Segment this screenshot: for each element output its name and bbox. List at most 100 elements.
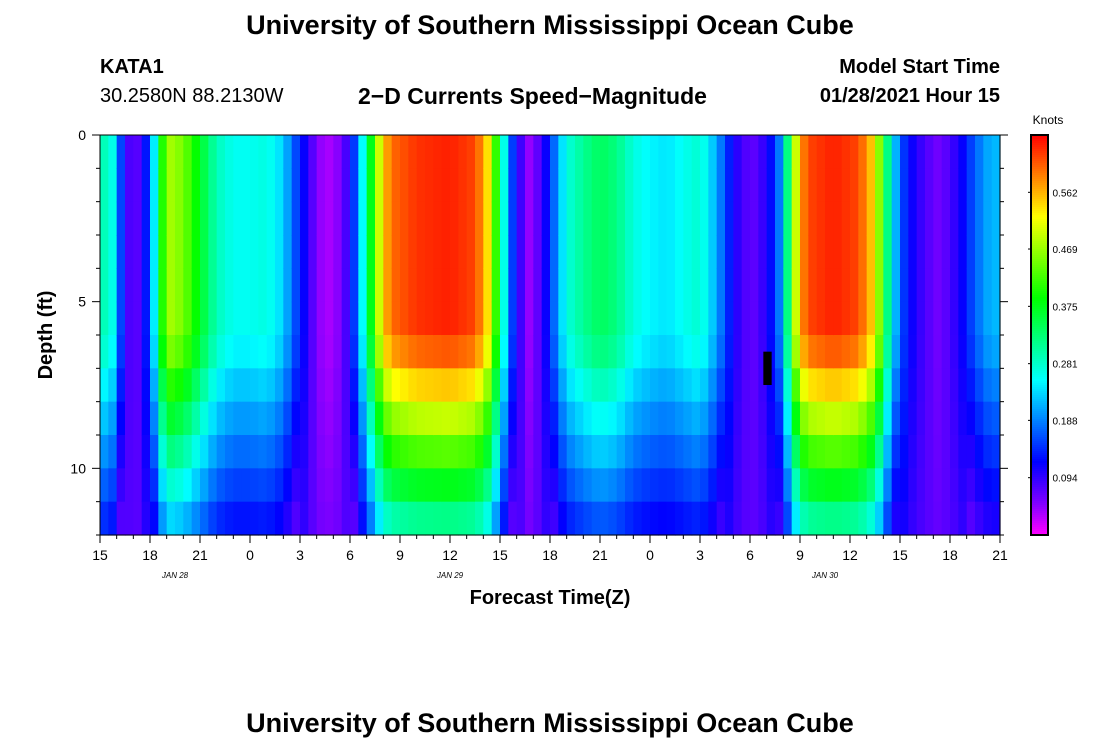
heatmap-cell	[658, 435, 668, 469]
heatmap-cell	[250, 501, 259, 536]
heatmap-cell	[200, 501, 209, 536]
heatmap-cell	[100, 301, 109, 336]
heatmap-cell	[525, 435, 534, 469]
heatmap-cell	[941, 201, 951, 236]
heatmap-cell	[483, 235, 493, 269]
x-tick-label: 18	[942, 547, 958, 563]
heatmap-cell	[975, 401, 984, 436]
heatmap-cell	[741, 468, 751, 503]
heatmap-cell	[858, 268, 868, 303]
heatmap-cell	[725, 401, 734, 436]
heatmap-cell	[925, 201, 934, 236]
colorbar-step	[1031, 293, 1048, 296]
heatmap-cell	[575, 135, 584, 169]
heatmap-cell	[475, 201, 484, 236]
heatmap-cell	[633, 368, 643, 403]
heatmap-cell	[466, 501, 476, 536]
heatmap-cell	[600, 201, 609, 236]
heatmap-cell	[566, 501, 576, 536]
heatmap-cell	[475, 235, 484, 269]
heatmap-cell	[625, 201, 634, 236]
heatmap-cell	[508, 201, 518, 236]
heatmap-cell	[100, 468, 109, 503]
heatmap-cell	[408, 468, 418, 503]
x-tick-label: 3	[696, 547, 704, 563]
heatmap-cell	[783, 468, 793, 503]
heatmap-cell	[458, 135, 468, 169]
heatmap-cell	[333, 268, 343, 303]
heatmap-cell	[958, 268, 968, 303]
heatmap-cell	[766, 268, 776, 303]
colorbar-step	[1031, 357, 1048, 360]
heatmap-cell	[733, 501, 743, 536]
heatmap-cell	[691, 435, 701, 469]
heatmap-cell	[316, 201, 326, 236]
heatmap-cell	[208, 268, 218, 303]
heatmap-cell	[666, 435, 676, 469]
heatmap-cell	[891, 335, 901, 369]
colorbar-step	[1031, 355, 1048, 358]
heatmap-cell	[533, 235, 543, 269]
colorbar-step	[1031, 527, 1048, 530]
colorbar-step	[1031, 313, 1048, 316]
heatmap-cell	[716, 368, 726, 403]
heatmap-cell	[675, 301, 684, 336]
heatmap-cell	[391, 301, 401, 336]
heatmap-cell	[775, 335, 784, 369]
colorbar-step	[1031, 487, 1048, 490]
heatmap-cell	[316, 335, 326, 369]
heatmap-cell	[158, 168, 168, 203]
heatmap-cell	[833, 401, 843, 436]
heatmap-cell	[966, 335, 976, 369]
heatmap-cell	[100, 401, 109, 436]
heatmap-cell	[825, 401, 834, 436]
heatmap-cell	[858, 168, 868, 203]
heatmap-cell	[150, 201, 159, 236]
heatmap-cell	[691, 368, 701, 403]
heatmap-cell	[675, 268, 684, 303]
heatmap-cell	[775, 401, 784, 436]
heatmap-cell	[316, 168, 326, 203]
heatmap-cell	[233, 368, 243, 403]
heatmap-cell	[766, 201, 776, 236]
colorbar-step	[1031, 419, 1048, 422]
x-tick-label: 15	[492, 547, 508, 563]
heatmap-cell	[558, 401, 568, 436]
colorbar-step	[1031, 517, 1048, 520]
heatmap-cell	[366, 268, 376, 303]
heatmap-cell	[375, 435, 384, 469]
heatmap-cell	[700, 335, 709, 369]
heatmap-cell	[941, 235, 951, 269]
heatmap-cell	[583, 335, 593, 369]
heatmap-cell	[550, 335, 559, 369]
colorbar-step	[1031, 253, 1048, 256]
heatmap-cell	[958, 201, 968, 236]
heatmap-cell	[158, 335, 168, 369]
heatmap-cell	[525, 301, 534, 336]
heatmap-cell	[508, 468, 518, 503]
heatmap-cell	[833, 268, 843, 303]
heatmap-cell	[325, 135, 334, 169]
heatmap-cell	[208, 501, 218, 536]
heatmap-cell	[308, 501, 318, 536]
heatmap-cell	[916, 335, 926, 369]
heatmap-cell	[633, 401, 643, 436]
heatmap-cell	[916, 501, 926, 536]
heatmap-cell	[333, 368, 343, 403]
heatmap-cell	[650, 468, 659, 503]
heatmap-cell	[400, 301, 409, 336]
heatmap-cell	[950, 135, 959, 169]
heatmap-cell	[191, 135, 201, 169]
colorbar-step	[1031, 155, 1048, 158]
heatmap-cell	[458, 268, 468, 303]
heatmap-cell	[866, 268, 876, 303]
heatmap-cell	[791, 435, 801, 469]
heatmap-cell	[441, 268, 451, 303]
heatmap-cell	[508, 135, 518, 169]
heatmap-cell	[750, 301, 759, 336]
heatmap-cell	[675, 201, 684, 236]
heatmap-cell	[133, 468, 143, 503]
heatmap-cell	[216, 401, 226, 436]
colorbar-step	[1031, 429, 1048, 432]
